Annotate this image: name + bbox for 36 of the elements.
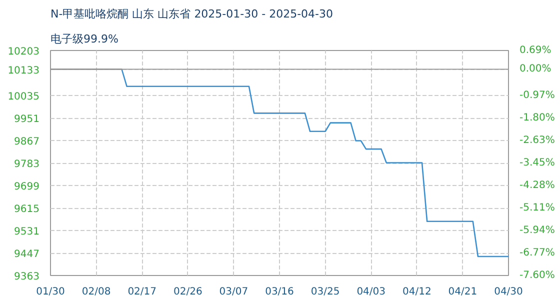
y-tick-label: 9867 xyxy=(14,136,40,148)
y2-tick-label: -2.63% xyxy=(520,135,555,146)
y2-tick-label: 0.00% xyxy=(520,64,552,75)
line-series xyxy=(50,68,508,258)
y-tick-label: 9615 xyxy=(14,204,40,215)
y2-tick-label: -5.94% xyxy=(520,224,555,236)
y-tick-label: 10203 xyxy=(8,46,40,58)
y-tick-label: 9951 xyxy=(14,114,40,125)
x-tick-label: 03/16 xyxy=(265,286,294,298)
y-tick-label: 10133 xyxy=(8,65,40,76)
y-tick-label: 9531 xyxy=(14,226,40,238)
x-tick-label: 03/07 xyxy=(219,286,248,298)
x-tick-label: 04/03 xyxy=(356,286,386,298)
y-tick-label: 10035 xyxy=(8,92,40,102)
x-tick-label: 04/21 xyxy=(448,286,478,298)
y2-tick-label: -5.11% xyxy=(520,202,555,214)
x-tick-label: 03/25 xyxy=(310,286,340,298)
y-tick-label: 9447 xyxy=(14,249,40,260)
y-tick-label: 9363 xyxy=(14,272,40,282)
y2-tick-label: -6.77% xyxy=(520,247,555,258)
y2-tick-label: -1.80% xyxy=(520,112,555,124)
y-tick-label: 9699 xyxy=(14,182,40,192)
x-tick-label: 02/17 xyxy=(128,286,157,298)
y-tick-label: 9783 xyxy=(14,159,40,170)
y2-tick-label: 0.69% xyxy=(520,45,552,56)
y2-tick-label: -3.45% xyxy=(520,157,555,168)
chart-title: N-甲基吡咯烷酮 山东 山东省 2025-01-30 - 2025-04-30 xyxy=(50,8,334,20)
x-tick-label: 01/30 xyxy=(36,286,65,298)
chart-subtitle: 电子级99.9% xyxy=(50,32,118,46)
x-tick-label: 04/30 xyxy=(494,286,523,298)
y2-tick-label: -4.28% xyxy=(520,180,555,191)
x-tick-label: 04/12 xyxy=(402,286,432,298)
x-tick-label: 02/08 xyxy=(82,286,111,298)
y2-tick-label: -0.97% xyxy=(520,90,555,102)
x-tick-label: 02/26 xyxy=(173,286,202,298)
y2-tick-label: -7.60% xyxy=(520,270,555,281)
